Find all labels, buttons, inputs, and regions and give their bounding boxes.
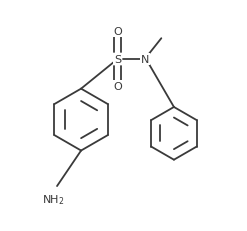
Text: N: N (141, 55, 149, 64)
Text: S: S (114, 55, 121, 64)
Text: NH$_2$: NH$_2$ (42, 192, 65, 206)
Text: O: O (113, 27, 122, 37)
Text: O: O (113, 82, 122, 92)
